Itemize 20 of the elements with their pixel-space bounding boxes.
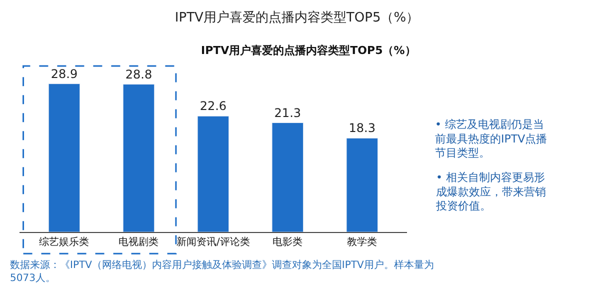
bar xyxy=(197,116,230,232)
data-label: 21.3 xyxy=(274,106,302,120)
x-tick-label: 教学类 xyxy=(347,236,378,248)
text: • 相关自制内容更易形成爆款效应，带来营销投资价值。 xyxy=(435,171,546,213)
chart-subtitle: IPTV用户喜爱的点播内容类型TOP5（%） xyxy=(174,9,420,26)
data-label: 28.8 xyxy=(125,67,152,82)
x-tick-label: 电影类 xyxy=(272,236,303,248)
text: • 综艺及电视剧仍是当前最具热度的IPTV点播节目类型。 xyxy=(435,118,548,160)
chart-title: IPTV用户喜爱的点播内容类型TOP5（%） xyxy=(201,44,416,57)
x-tick-label: 综艺娱乐类 xyxy=(39,236,90,248)
data-label: 18.3 xyxy=(348,121,376,136)
bar xyxy=(272,122,304,232)
data-label: 28.9 xyxy=(50,66,78,81)
x-tick-label: 电视剧类 xyxy=(118,236,159,248)
x-tick-label: 新闻资讯/评论类 xyxy=(176,236,250,248)
source-note: 数据来源：《IPTV（网络电视）内容用户接触及体验调查》调查对象为全国IPTV用户。样本量为5073人。 xyxy=(10,259,434,284)
bar xyxy=(122,84,155,232)
bar xyxy=(346,138,378,232)
bar xyxy=(48,84,80,232)
data-label: 22.6 xyxy=(200,99,227,114)
